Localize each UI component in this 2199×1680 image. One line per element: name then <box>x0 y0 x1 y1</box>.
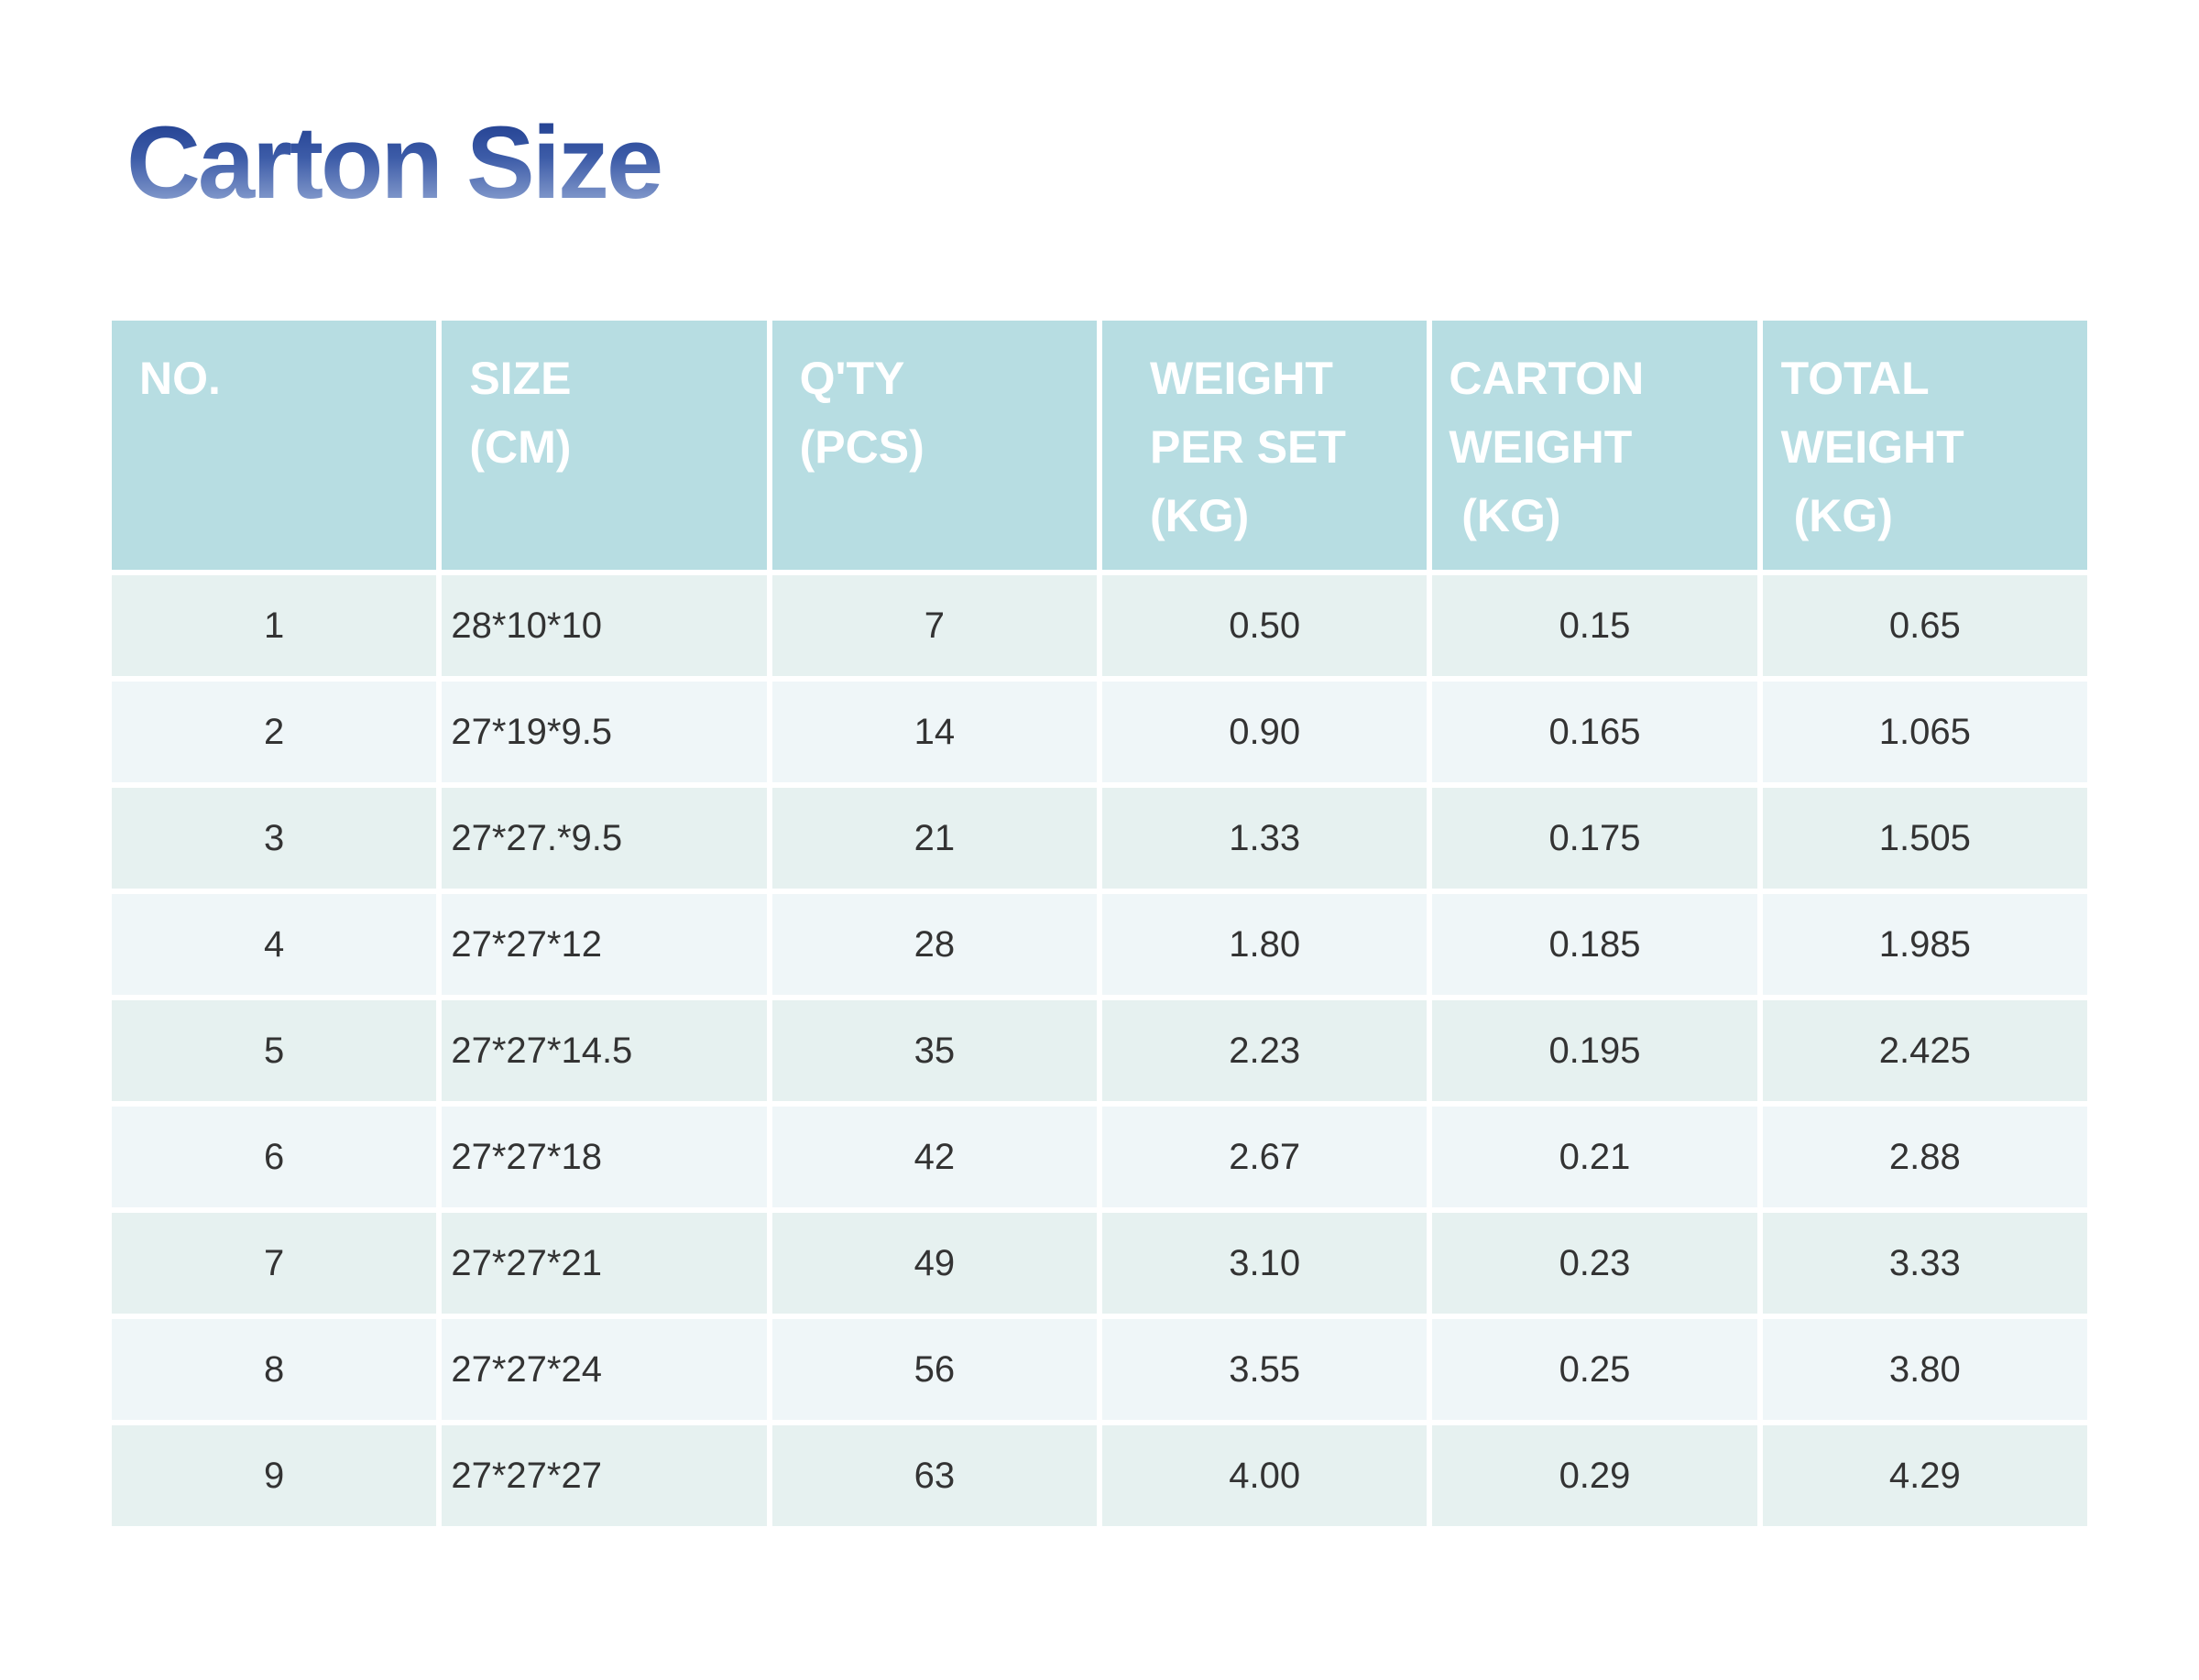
cell-size: 27*27*14.5 <box>442 1000 767 1101</box>
cell-no: 4 <box>112 894 437 995</box>
cell-size: 27*27*21 <box>442 1213 767 1314</box>
cell-no: 3 <box>112 788 437 889</box>
cell-total_weight: 3.80 <box>1762 1319 2087 1420</box>
cell-qty: 35 <box>771 1000 1097 1101</box>
cell-total_weight: 2.425 <box>1762 1000 2087 1101</box>
column-header-qty: Q'TY (PCS) <box>771 321 1097 570</box>
column-header-carton_weight: CARTON WEIGHT (KG) <box>1432 321 1757 570</box>
cell-size: 27*27.*9.5 <box>442 788 767 889</box>
cell-carton_weight: 0.23 <box>1432 1213 1757 1314</box>
cell-weight_per_set: 2.23 <box>1102 1000 1428 1101</box>
cell-total_weight: 3.33 <box>1762 1213 2087 1314</box>
cell-no: 8 <box>112 1319 437 1420</box>
cell-no: 5 <box>112 1000 437 1101</box>
cell-size: 27*19*9.5 <box>442 682 767 782</box>
cell-total_weight: 2.88 <box>1762 1107 2087 1207</box>
cell-weight_per_set: 3.55 <box>1102 1319 1428 1420</box>
column-header-total_weight: TOTAL WEIGHT (KG) <box>1762 321 2087 570</box>
cell-no: 1 <box>112 575 437 676</box>
cell-total_weight: 1.505 <box>1762 788 2087 889</box>
page-title: Carton Size <box>126 105 663 220</box>
cell-qty: 28 <box>771 894 1097 995</box>
cell-weight_per_set: 0.90 <box>1102 682 1428 782</box>
cell-weight_per_set: 1.33 <box>1102 788 1428 889</box>
cell-size: 27*27*18 <box>442 1107 767 1207</box>
cell-size: 27*27*12 <box>442 894 767 995</box>
cell-no: 9 <box>112 1425 437 1526</box>
column-header-weight_per_set: WEIGHT PER SET (KG) <box>1102 321 1428 570</box>
column-header-size: SIZE (CM) <box>442 321 767 570</box>
cell-carton_weight: 0.15 <box>1432 575 1757 676</box>
cell-weight_per_set: 0.50 <box>1102 575 1428 676</box>
cell-qty: 42 <box>771 1107 1097 1207</box>
cell-carton_weight: 0.25 <box>1432 1319 1757 1420</box>
cell-size: 27*27*24 <box>442 1319 767 1420</box>
cell-size: 27*27*27 <box>442 1425 767 1526</box>
cell-carton_weight: 0.185 <box>1432 894 1757 995</box>
cell-qty: 7 <box>771 575 1097 676</box>
cell-size: 28*10*10 <box>442 575 767 676</box>
cell-qty: 56 <box>771 1319 1097 1420</box>
cell-weight_per_set: 1.80 <box>1102 894 1428 995</box>
cell-carton_weight: 0.195 <box>1432 1000 1757 1101</box>
cell-weight_per_set: 3.10 <box>1102 1213 1428 1314</box>
cell-no: 7 <box>112 1213 437 1314</box>
cell-carton_weight: 0.21 <box>1432 1107 1757 1207</box>
cell-qty: 21 <box>771 788 1097 889</box>
cell-carton_weight: 0.165 <box>1432 682 1757 782</box>
cell-qty: 49 <box>771 1213 1097 1314</box>
cell-total_weight: 1.985 <box>1762 894 2087 995</box>
cell-total_weight: 0.65 <box>1762 575 2087 676</box>
cell-carton_weight: 0.175 <box>1432 788 1757 889</box>
cell-total_weight: 1.065 <box>1762 682 2087 782</box>
cell-weight_per_set: 2.67 <box>1102 1107 1428 1207</box>
cell-no: 2 <box>112 682 437 782</box>
column-header-no: NO. <box>112 321 437 570</box>
cell-qty: 14 <box>771 682 1097 782</box>
cell-carton_weight: 0.29 <box>1432 1425 1757 1526</box>
cell-qty: 63 <box>771 1425 1097 1526</box>
cell-total_weight: 4.29 <box>1762 1425 2087 1526</box>
carton-size-table: NO. SIZE (CM) Q'TY (PCS) WEIGHT PER SET (KG… <box>112 321 2087 1526</box>
cell-weight_per_set: 4.00 <box>1102 1425 1428 1526</box>
cell-no: 6 <box>112 1107 437 1207</box>
